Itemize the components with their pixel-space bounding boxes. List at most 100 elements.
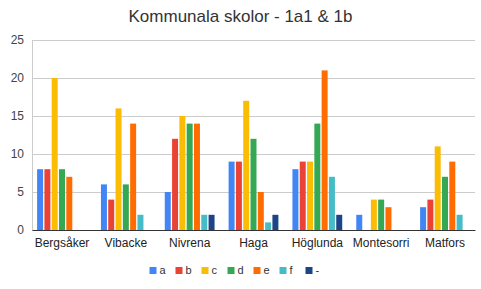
legend-swatch	[254, 267, 261, 274]
bar	[292, 169, 298, 230]
y-axis-line	[32, 41, 33, 231]
plot: 0 5 10 15 20 25 Bergsåker Vibacke Nivrena Haga Hög…	[11, 33, 476, 249]
x-tick: Haga	[239, 230, 268, 250]
x-tick-label: Montesorri	[353, 236, 410, 250]
x-tick-label: Matfors	[425, 236, 465, 250]
bar	[258, 192, 264, 230]
x-tick: Vibacke	[105, 230, 148, 250]
legend-swatch	[202, 267, 209, 274]
x-tick: Matfors	[425, 230, 465, 250]
bar	[101, 184, 107, 230]
bar	[300, 162, 306, 230]
bar	[356, 215, 362, 230]
bar	[187, 124, 193, 230]
bar	[393, 230, 399, 231]
title: Kommunala skolor - 1a1 & 1b	[129, 7, 353, 26]
bar	[336, 215, 342, 230]
grid-line	[32, 230, 475, 231]
legend-label: f	[290, 264, 294, 276]
x-tick-label: Vibacke	[105, 236, 148, 250]
x-tick-label: Nivrena	[169, 236, 211, 250]
bar	[59, 169, 65, 230]
y-tick: 10	[11, 147, 475, 161]
bar	[81, 230, 87, 231]
legend-swatch	[228, 267, 235, 274]
x-tick: Montesorri	[353, 230, 410, 250]
chart: Kommunala skolor - 1a1 & 1b 0 5 10 15 20 25 Ber…	[0, 0, 481, 289]
bar	[123, 184, 129, 230]
bar	[145, 230, 151, 231]
legend-label: e	[264, 264, 270, 276]
bar	[314, 124, 320, 230]
bar	[322, 70, 328, 230]
bar	[435, 146, 441, 230]
bar	[209, 215, 215, 230]
bar	[116, 108, 122, 230]
y-tick: 25	[11, 33, 475, 47]
bar	[201, 215, 207, 230]
legend-label: a	[160, 264, 167, 276]
y-tick-label: 5	[17, 185, 24, 199]
grid-line	[32, 40, 475, 41]
bar	[165, 192, 171, 230]
bar	[364, 230, 370, 231]
y-tick-label: 10	[11, 147, 25, 161]
x-axis-line	[33, 230, 476, 231]
bar	[329, 177, 335, 230]
legend-swatch	[150, 267, 157, 274]
bar	[385, 207, 391, 230]
bar	[172, 139, 178, 230]
bar	[236, 162, 242, 230]
bar	[272, 215, 278, 230]
bar	[265, 222, 271, 230]
y-tick-label: 25	[11, 33, 25, 47]
legend-swatch	[280, 267, 287, 274]
bar	[179, 116, 185, 230]
x-tick: Bergsåker	[35, 230, 90, 250]
legend-swatch	[176, 267, 183, 274]
bar	[44, 169, 50, 230]
bar	[420, 207, 426, 230]
bar	[400, 230, 406, 231]
bar	[194, 124, 200, 230]
bar	[108, 200, 114, 230]
legend-label: d	[238, 264, 244, 276]
bar	[37, 169, 43, 230]
grid-line	[32, 116, 475, 117]
y-tick-label: 20	[11, 71, 25, 85]
bar	[307, 162, 313, 230]
bar	[457, 215, 463, 230]
x-tick-label: Höglunda	[292, 236, 344, 250]
bar	[74, 230, 80, 231]
x-tick: Höglunda	[292, 230, 344, 250]
grid-line	[32, 78, 475, 79]
legend-label: -	[316, 264, 320, 276]
x-tick-label: Bergsåker	[35, 236, 90, 250]
bar	[243, 101, 249, 230]
y-tick: 15	[11, 109, 475, 123]
bar	[137, 215, 143, 230]
bar	[427, 200, 433, 230]
legend: abcdef-	[150, 264, 320, 276]
bar	[378, 200, 384, 230]
bar	[130, 124, 136, 230]
legend-label: c	[212, 264, 218, 276]
y-tick-label: 15	[11, 109, 25, 123]
bar	[229, 162, 235, 230]
bar	[449, 162, 455, 230]
y-tick: 20	[11, 71, 475, 85]
bar	[66, 177, 72, 230]
bar	[464, 230, 470, 231]
legend-label: b	[186, 264, 192, 276]
bars	[37, 70, 462, 230]
y-tick-label: 0	[17, 223, 24, 237]
x-tick-label: Haga	[239, 236, 268, 250]
x-tick: Nivrena	[169, 230, 211, 250]
x-axis: Bergsåker Vibacke Nivrena Haga Höglunda Monte…	[33, 230, 476, 250]
bar	[251, 139, 257, 230]
bar	[442, 177, 448, 230]
bar	[52, 78, 58, 230]
legend-swatch	[306, 267, 313, 274]
bar	[371, 200, 377, 230]
y-axis: 0 5 10 15 20 25	[11, 33, 475, 237]
